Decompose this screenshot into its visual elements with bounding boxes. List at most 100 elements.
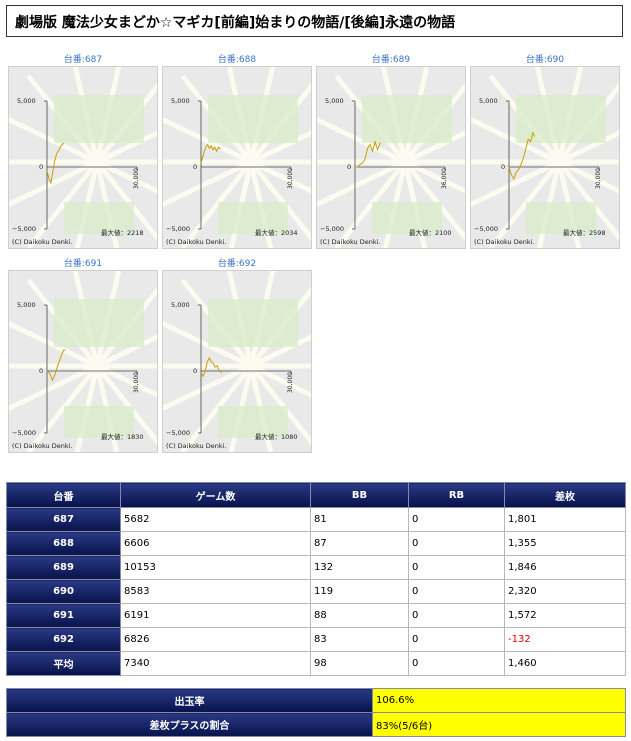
machine-panel: 台番:690 5,000 0 −5,000 30,000 最大値：2598 (C) Daik… — [470, 54, 620, 249]
bg-panel — [64, 406, 134, 438]
bg-ray — [9, 320, 99, 369]
slump-graph: 5,000 0 −5,000 30,000 最大値：2218 (C) Daikoku De… — [8, 66, 158, 249]
copyright: (C) Daikoku Denki. — [166, 442, 227, 450]
cell-games: 10153 — [120, 555, 311, 580]
bg-ray — [26, 364, 99, 452]
y-label-zero: 0 — [193, 367, 198, 375]
summary-value: 106.6% — [372, 688, 626, 713]
y-label-zero: 0 — [193, 163, 198, 171]
machine-link[interactable]: 台番:688 — [217, 55, 257, 65]
bg-ray — [249, 363, 311, 398]
y-label-zero: 0 — [501, 163, 506, 171]
bg-ray — [249, 334, 311, 369]
bg-ray — [163, 116, 253, 165]
copyright: (C) Daikoku Denki. — [12, 442, 73, 450]
copyright: (C) Daikoku Denki. — [12, 238, 73, 246]
cell-rb: 0 — [408, 507, 505, 532]
col-header-no: 台番 — [6, 482, 121, 508]
cell-no: 687 — [6, 507, 121, 532]
bg-ray — [180, 364, 253, 452]
machine-link[interactable]: 台番:692 — [217, 259, 257, 269]
y-label-bottom: −5,000 — [166, 429, 191, 437]
machine-link[interactable]: 台番:690 — [525, 55, 565, 65]
summary-table: 出玉率 106.6% 差枚プラスの割合 83%(5/6台) — [6, 688, 626, 737]
cell-diff: 1,355 — [504, 531, 626, 556]
summary-row: 出玉率 106.6% — [6, 688, 626, 713]
slump-graph-svg — [163, 67, 311, 248]
y-label-zero: 0 — [39, 163, 44, 171]
max-label: 最大値：2598 — [563, 227, 606, 237]
y-label-bottom: −5,000 — [12, 225, 37, 233]
summary-label: 出玉率 — [6, 688, 373, 713]
bg-ray — [9, 159, 99, 208]
bg-ray — [471, 116, 561, 165]
bg-ray — [557, 130, 619, 165]
max-prefix: 最大値： — [409, 229, 435, 237]
bg-panel — [54, 95, 144, 143]
machine-panel: 台番:692 5,000 0 −5,000 30,000 最大値：1080 (C) Daik… — [162, 258, 312, 453]
max-value: 1830 — [127, 433, 144, 441]
max-value: 2598 — [589, 229, 606, 237]
bg-panel — [54, 299, 144, 347]
max-value: 2100 — [435, 229, 452, 237]
max-label: 最大値：2218 — [101, 227, 144, 237]
machine-panel: 台番:691 5,000 0 −5,000 30,000 最大値：1830 (C) Daik… — [8, 258, 158, 453]
slump-line — [355, 140, 381, 168]
cell-rb: 0 — [408, 651, 505, 676]
machine-panel: 台番:688 5,000 0 −5,000 30,000 最大値：2034 (C) Daik… — [162, 54, 312, 249]
bg-ray — [317, 116, 407, 165]
cell-no: 689 — [6, 555, 121, 580]
slump-line — [46, 142, 65, 185]
machine-link[interactable]: 台番:689 — [371, 55, 411, 65]
bg-ray — [163, 320, 253, 369]
machine-panel: 台番:687 5,000 0 −5,000 30,000 最大値：2218 (C) Daik… — [8, 54, 158, 249]
slump-graph: 5,000 0 −5,000 30,000 最大値：1080 (C) Daikoku De… — [162, 270, 312, 453]
y-label-bottom: −5,000 — [320, 225, 345, 233]
page-title: 劇場版 魔法少女まどか☆マギカ[前編]始まりの物語/[後編]永遠の物語 — [15, 15, 456, 31]
y-label-top: 5,000 — [17, 301, 36, 309]
y-label-zero: 0 — [347, 163, 352, 171]
y-label-zero: 0 — [39, 367, 44, 375]
max-prefix: 最大値： — [101, 433, 127, 441]
bg-ray — [488, 160, 561, 248]
bg-panel — [208, 95, 298, 143]
table-row: 689 10153 132 0 1,846 — [6, 555, 626, 580]
bg-ray — [471, 159, 561, 208]
machine-link[interactable]: 台番:691 — [63, 259, 103, 269]
summary-label: 差枚プラスの割合 — [6, 712, 373, 737]
x-label-end: 30,000 — [287, 372, 294, 393]
cell-bb: 87 — [310, 531, 409, 556]
bg-ray — [163, 159, 253, 208]
max-prefix: 最大値： — [563, 229, 589, 237]
slump-line — [200, 143, 222, 164]
machine-link[interactable]: 台番:687 — [63, 55, 103, 65]
y-label-top: 5,000 — [325, 97, 344, 105]
slump-graph-svg — [471, 67, 619, 248]
cell-games: 6826 — [120, 627, 311, 652]
bg-ray — [557, 159, 619, 194]
table-row: 692 6826 83 0 -132 — [6, 627, 626, 652]
slump-graph: 5,000 0 −5,000 36,000 最大値：2100 (C) Daikoku De… — [316, 66, 466, 249]
cell-no: 692 — [6, 627, 121, 652]
y-label-top: 5,000 — [171, 301, 190, 309]
table-row: 688 6606 87 0 1,355 — [6, 531, 626, 556]
cell-no: 平均 — [6, 651, 121, 676]
cell-bb: 81 — [310, 507, 409, 532]
bg-ray — [163, 363, 253, 412]
cell-bb: 119 — [310, 579, 409, 604]
bg-ray — [95, 363, 157, 398]
slump-graph: 5,000 0 −5,000 30,000 最大値：1830 (C) Daikoku De… — [8, 270, 158, 453]
page-title-box: 劇場版 魔法少女まどか☆マギカ[前編]始まりの物語/[後編]永遠の物語 — [6, 5, 623, 37]
bg-ray — [26, 160, 99, 248]
slump-graph: 5,000 0 −5,000 30,000 最大値：2598 (C) Daikoku De… — [470, 66, 620, 249]
col-header-rb: RB — [408, 482, 505, 508]
summary-value: 83%(5/6台) — [372, 712, 626, 737]
slump-graph-svg — [163, 271, 311, 452]
bg-ray — [249, 159, 311, 194]
cell-games: 6191 — [120, 603, 311, 628]
slump-graph-svg — [317, 67, 465, 248]
bg-panel — [64, 202, 134, 234]
x-label-end: 30,000 — [287, 168, 294, 189]
cell-games: 5682 — [120, 507, 311, 532]
max-label: 最大値：2034 — [255, 227, 298, 237]
